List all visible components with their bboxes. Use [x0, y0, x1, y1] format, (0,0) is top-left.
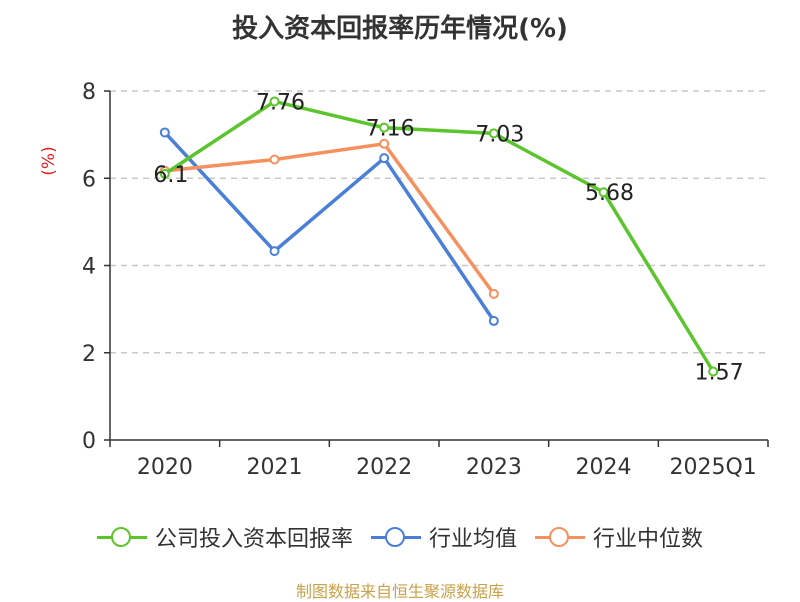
legend-label: 行业均值	[428, 527, 517, 552]
data-label: 1.57	[695, 361, 744, 386]
data-point	[269, 246, 280, 257]
axes: 0 2 4 6 8 (%) 2020 2021 2022 2023 2024 2025Q1	[39, 80, 769, 480]
legend-item[interactable]: 行业均值	[370, 521, 517, 553]
data-point	[488, 315, 499, 326]
data-point	[598, 187, 609, 198]
x-tick-label: 2023	[466, 455, 522, 480]
data-label: 5.68	[585, 181, 634, 206]
y-tick-label: 6	[82, 167, 96, 192]
legend-swatch	[370, 527, 421, 547]
legend-swatch	[535, 527, 585, 547]
source-note: 制图数据来自恒生聚源数据库	[295, 582, 504, 601]
y-tick-label: 4	[82, 255, 96, 280]
series-line	[164, 142, 496, 295]
data-label: 6.1	[153, 163, 188, 188]
data-point	[269, 154, 280, 165]
series-layer	[159, 96, 719, 377]
x-tick-label: 2020	[137, 455, 193, 480]
x-tick-label: 2025Q1	[670, 455, 757, 480]
data-label: 7.16	[366, 117, 415, 142]
legend-item[interactable]: 公司投入资本回报率	[96, 521, 353, 553]
y-tick-label: 0	[82, 429, 96, 454]
chart-title: 投入资本回报率历年情况(%)	[232, 14, 568, 44]
y-axis-label: (%)	[39, 146, 59, 175]
data-point	[379, 138, 390, 149]
x-tick-label: 2024	[576, 455, 632, 480]
y-tick-label: 8	[82, 80, 96, 105]
data-point	[488, 288, 499, 299]
data-point	[379, 122, 390, 133]
legend-label: 行业中位数	[593, 527, 704, 552]
x-tick-label: 2021	[247, 455, 303, 480]
legend-swatch	[96, 527, 147, 547]
legend-item[interactable]: 行业中位数	[535, 521, 703, 553]
data-point	[379, 153, 390, 164]
data-point	[159, 127, 170, 138]
x-tick-label: 2022	[356, 455, 412, 480]
series-line	[163, 99, 715, 373]
data-point	[488, 128, 499, 139]
legend: 公司投入资本回报率 行业均值 行业中位数	[0, 520, 800, 554]
data-label: 7.76	[256, 90, 305, 115]
y-tick-label: 2	[82, 342, 96, 367]
legend-label: 公司投入资本回报率	[154, 527, 353, 552]
data-labels: 6.1 7.76 7.16 7.03 5.68 1.57	[153, 90, 743, 385]
data-label: 7.03	[475, 122, 524, 147]
data-point	[708, 366, 719, 377]
data-point	[159, 168, 170, 179]
data-point	[269, 96, 280, 107]
series-line	[163, 131, 496, 322]
